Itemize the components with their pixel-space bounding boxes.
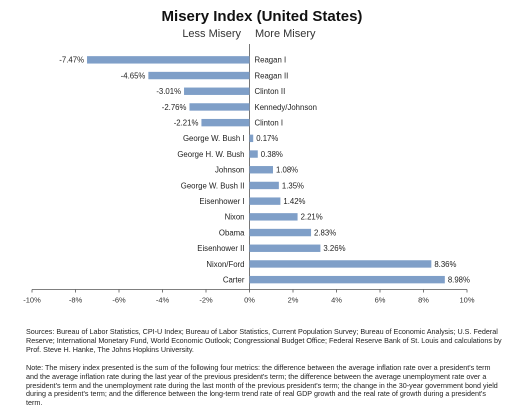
category-label: Carter [223, 275, 245, 284]
sources-text: Sources: Bureau of Labor Statistics, CPI… [26, 327, 502, 354]
category-label: Nixon/Ford [206, 260, 244, 269]
x-tick-label: 0% [244, 296, 255, 305]
data-label: -4.65% [121, 71, 146, 80]
bar [249, 260, 432, 268]
bar [249, 181, 279, 190]
more-misery-label: More Misery [255, 28, 316, 40]
x-tick-label: 8% [418, 296, 429, 305]
category-label: Reagan II [255, 71, 289, 80]
bar [249, 213, 298, 221]
category-label: Obama [219, 228, 245, 237]
category-label: Reagan I [255, 56, 287, 65]
data-label: 2.21% [301, 213, 323, 222]
x-tick-label: -10% [23, 296, 41, 305]
bar [87, 56, 250, 64]
x-tick-label: 6% [375, 296, 386, 305]
chart-title: Misery Index (United States) [161, 8, 363, 25]
data-label: 3.26% [323, 244, 345, 253]
category-label: George W. Bush II [181, 181, 245, 190]
data-label: 1.42% [283, 197, 305, 206]
category-label: George H. W. Bush [177, 150, 244, 159]
data-label: 2.83% [314, 228, 336, 237]
category-label: Johnson [215, 166, 244, 175]
less-misery-label: Less Misery [182, 28, 241, 40]
category-label: Eisenhower II [197, 244, 244, 253]
note-text: Note: The misery index presented is the … [26, 363, 498, 408]
bar [249, 134, 254, 143]
bar [249, 275, 445, 284]
bar [201, 118, 250, 127]
category-label: Clinton II [255, 87, 286, 96]
bar [249, 166, 273, 174]
bar [184, 87, 250, 95]
bar [189, 103, 250, 111]
bar [148, 71, 250, 80]
x-tick-label: 2% [288, 296, 299, 305]
data-label: -2.76% [162, 103, 187, 112]
x-tick-label: -4% [156, 296, 170, 305]
x-tick-label: 10% [459, 296, 474, 305]
data-label: -7.47% [59, 56, 84, 65]
bar [249, 228, 312, 237]
data-label: 1.08% [276, 166, 298, 175]
data-label: 0.17% [256, 134, 278, 143]
data-label: 0.38% [261, 150, 283, 159]
data-label: 8.36% [434, 260, 456, 269]
data-label: 1.35% [282, 181, 304, 190]
category-label: George W. Bush I [183, 134, 245, 143]
bar [249, 150, 258, 158]
x-tick-label: 4% [331, 296, 342, 305]
data-label: -3.01% [156, 87, 181, 96]
x-tick-label: -2% [199, 296, 213, 305]
category-label: Kennedy/Johnson [255, 103, 317, 112]
category-label: Eisenhower I [199, 197, 244, 206]
data-label: -2.21% [174, 118, 199, 127]
x-tick-label: -8% [69, 296, 83, 305]
bar [249, 197, 281, 205]
category-label: Clinton I [255, 118, 284, 127]
category-label: Nixon [225, 213, 245, 222]
bar [249, 244, 321, 252]
data-label: 8.98% [448, 275, 470, 284]
x-tick-label: -6% [112, 296, 126, 305]
